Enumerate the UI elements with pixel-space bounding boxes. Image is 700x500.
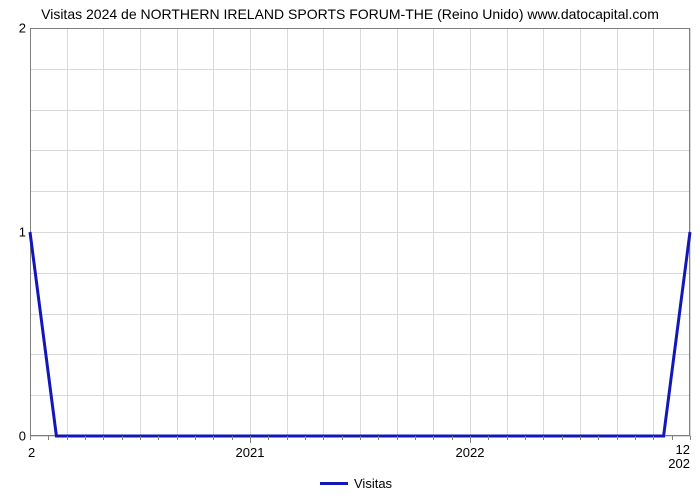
x-minor-tick <box>488 436 489 440</box>
x-minor-tick <box>397 436 398 440</box>
x-minor-tick <box>580 436 581 440</box>
x-minor-tick <box>543 436 544 440</box>
chart-container: Visitas 2024 de NORTHERN IRELAND SPORTS … <box>0 0 700 500</box>
x-minor-tick <box>342 436 343 440</box>
x-corner-right-top-label: 12 <box>676 442 690 457</box>
x-minor-tick <box>507 436 508 440</box>
x-minor-tick <box>140 436 141 440</box>
x-minor-tick <box>598 436 599 440</box>
x-minor-tick <box>158 436 159 440</box>
x-minor-tick <box>360 436 361 440</box>
x-major-label: 2022 <box>456 445 485 460</box>
x-minor-tick <box>103 436 104 440</box>
x-minor-tick <box>562 436 563 440</box>
x-minor-tick <box>195 436 196 440</box>
x-minor-tick <box>85 436 86 440</box>
x-major-tick <box>250 436 251 443</box>
series-line <box>30 28 690 436</box>
x-minor-tick <box>48 436 49 440</box>
x-minor-tick <box>378 436 379 440</box>
chart-title: Visitas 2024 de NORTHERN IRELAND SPORTS … <box>0 6 700 22</box>
x-minor-tick <box>232 436 233 440</box>
x-minor-tick <box>415 436 416 440</box>
x-minor-tick <box>617 436 618 440</box>
plot-area <box>30 28 690 436</box>
x-minor-tick <box>30 436 31 440</box>
x-minor-tick <box>305 436 306 440</box>
x-minor-tick <box>268 436 269 440</box>
x-corner-right-bottom-label: 202 <box>668 456 690 471</box>
x-minor-tick <box>635 436 636 440</box>
y-tick-label: 0 <box>6 429 26 444</box>
x-minor-tick <box>122 436 123 440</box>
x-minor-tick <box>690 436 691 440</box>
x-major-tick <box>470 436 471 443</box>
legend-label: Visitas <box>354 476 392 491</box>
y-tick-label: 1 <box>6 225 26 240</box>
x-corner-left-label: 2 <box>28 445 35 460</box>
x-minor-tick <box>177 436 178 440</box>
y-tick-label: 2 <box>6 21 26 36</box>
x-minor-tick <box>213 436 214 440</box>
x-major-label: 2021 <box>236 445 265 460</box>
legend-swatch <box>320 482 348 485</box>
x-minor-tick <box>67 436 68 440</box>
legend: Visitas <box>320 476 392 491</box>
grid-line-vertical <box>690 28 691 436</box>
x-minor-tick <box>323 436 324 440</box>
x-minor-tick <box>525 436 526 440</box>
x-minor-tick <box>433 436 434 440</box>
x-minor-tick <box>672 436 673 440</box>
x-minor-tick <box>452 436 453 440</box>
x-minor-tick <box>653 436 654 440</box>
x-minor-tick <box>287 436 288 440</box>
